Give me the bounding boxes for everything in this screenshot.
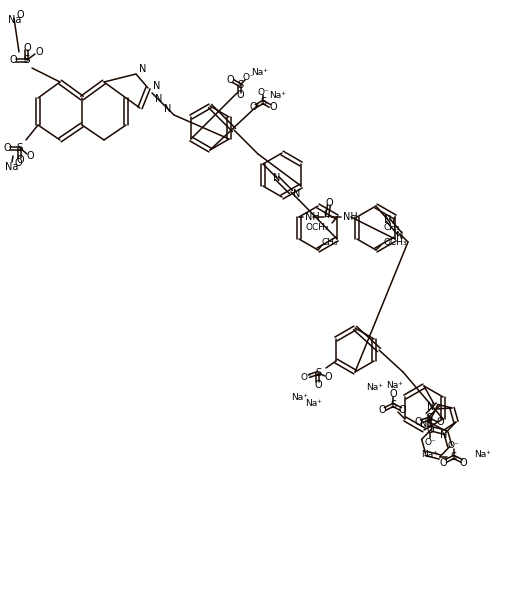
Text: Na: Na xyxy=(8,15,21,25)
Text: O⁻: O⁻ xyxy=(242,73,254,81)
Text: O⁻: O⁻ xyxy=(447,441,459,450)
Text: OCH₃: OCH₃ xyxy=(305,222,328,231)
Text: O: O xyxy=(236,90,243,100)
Text: O: O xyxy=(314,380,321,390)
Text: S: S xyxy=(314,368,320,378)
Text: O: O xyxy=(377,405,385,415)
Text: S: S xyxy=(389,400,395,410)
Text: O⁻: O⁻ xyxy=(423,438,435,447)
Text: N: N xyxy=(420,419,427,429)
Text: O: O xyxy=(9,55,17,65)
Text: O: O xyxy=(26,151,34,161)
Text: S: S xyxy=(426,413,432,424)
Text: OCH₃: OCH₃ xyxy=(383,238,407,247)
Text: S: S xyxy=(17,143,23,153)
Text: N: N xyxy=(395,231,403,241)
Text: NH: NH xyxy=(342,212,357,222)
Text: N: N xyxy=(139,64,146,74)
Text: O: O xyxy=(435,418,443,427)
Text: O: O xyxy=(413,418,421,427)
Text: Na⁺: Na⁺ xyxy=(269,90,286,99)
Text: O: O xyxy=(3,143,11,153)
Text: O: O xyxy=(459,458,467,468)
Text: CH₃: CH₃ xyxy=(321,238,338,247)
Text: N: N xyxy=(273,173,280,183)
Text: N: N xyxy=(153,81,160,91)
Text: N: N xyxy=(426,402,434,412)
Text: Na⁺: Na⁺ xyxy=(291,393,308,402)
Text: CH₃: CH₃ xyxy=(383,222,399,231)
Text: Na⁺: Na⁺ xyxy=(251,67,268,76)
Text: Na⁺: Na⁺ xyxy=(421,450,437,459)
Text: S: S xyxy=(260,97,266,107)
Text: O: O xyxy=(388,389,396,399)
Text: O⁻: O⁻ xyxy=(257,87,268,96)
Text: O: O xyxy=(248,102,257,112)
Text: O: O xyxy=(397,405,405,415)
Text: Na⁺: Na⁺ xyxy=(305,399,322,407)
Text: N: N xyxy=(384,215,391,225)
Text: Na⁺: Na⁺ xyxy=(473,450,490,459)
Text: O: O xyxy=(14,158,22,168)
Text: O: O xyxy=(16,10,24,20)
Text: N: N xyxy=(292,189,300,199)
Text: O: O xyxy=(35,47,43,57)
Text: NH: NH xyxy=(305,212,319,222)
Text: O: O xyxy=(16,155,24,165)
Text: O: O xyxy=(324,372,331,382)
Text: O: O xyxy=(269,102,276,112)
Text: S: S xyxy=(450,452,456,462)
Text: Na⁺: Na⁺ xyxy=(386,381,402,390)
Text: Na: Na xyxy=(5,162,18,172)
Text: N: N xyxy=(439,430,447,440)
Text: Na⁺: Na⁺ xyxy=(366,382,383,391)
Text: O: O xyxy=(425,425,433,436)
Text: O: O xyxy=(226,75,233,85)
Text: N: N xyxy=(164,104,171,114)
Text: S: S xyxy=(236,80,242,90)
Text: N: N xyxy=(155,94,163,104)
Text: O: O xyxy=(23,43,31,53)
Text: O: O xyxy=(439,458,447,468)
Text: O: O xyxy=(325,198,332,208)
Text: S: S xyxy=(24,55,30,65)
Text: O⁻: O⁻ xyxy=(299,373,311,382)
Text: C: C xyxy=(323,209,330,219)
